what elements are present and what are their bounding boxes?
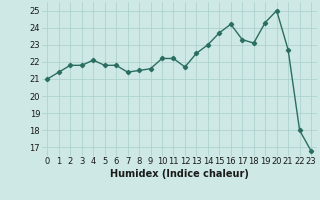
X-axis label: Humidex (Indice chaleur): Humidex (Indice chaleur): [110, 169, 249, 179]
